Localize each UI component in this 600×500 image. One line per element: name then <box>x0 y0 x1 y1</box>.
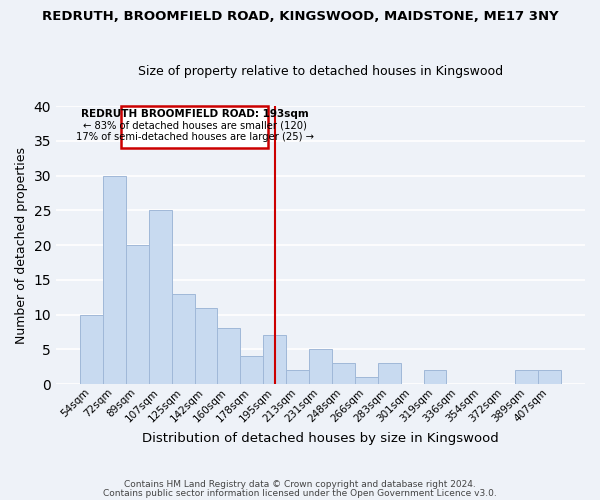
Bar <box>103 176 126 384</box>
Bar <box>378 363 401 384</box>
Text: REDRUTH, BROOMFIELD ROAD, KINGSWOOD, MAIDSTONE, ME17 3NY: REDRUTH, BROOMFIELD ROAD, KINGSWOOD, MAI… <box>41 10 559 23</box>
Bar <box>263 336 286 384</box>
Text: Contains public sector information licensed under the Open Government Licence v3: Contains public sector information licen… <box>103 490 497 498</box>
Bar <box>80 314 103 384</box>
Bar <box>332 363 355 384</box>
Text: 17% of semi-detached houses are larger (25) →: 17% of semi-detached houses are larger (… <box>76 132 314 141</box>
Bar <box>172 294 194 384</box>
Bar <box>424 370 446 384</box>
Text: ← 83% of detached houses are smaller (120): ← 83% of detached houses are smaller (12… <box>83 120 307 130</box>
Bar <box>515 370 538 384</box>
Bar <box>355 377 378 384</box>
Title: Size of property relative to detached houses in Kingswood: Size of property relative to detached ho… <box>138 66 503 78</box>
Y-axis label: Number of detached properties: Number of detached properties <box>15 146 28 344</box>
FancyBboxPatch shape <box>121 106 268 148</box>
Bar <box>538 370 561 384</box>
Bar <box>149 210 172 384</box>
Bar <box>194 308 217 384</box>
Bar <box>309 350 332 384</box>
Bar <box>217 328 241 384</box>
Bar <box>241 356 263 384</box>
Text: REDRUTH BROOMFIELD ROAD: 193sqm: REDRUTH BROOMFIELD ROAD: 193sqm <box>81 110 308 120</box>
Bar <box>126 245 149 384</box>
Bar <box>286 370 309 384</box>
X-axis label: Distribution of detached houses by size in Kingswood: Distribution of detached houses by size … <box>142 432 499 445</box>
Text: Contains HM Land Registry data © Crown copyright and database right 2024.: Contains HM Land Registry data © Crown c… <box>124 480 476 489</box>
